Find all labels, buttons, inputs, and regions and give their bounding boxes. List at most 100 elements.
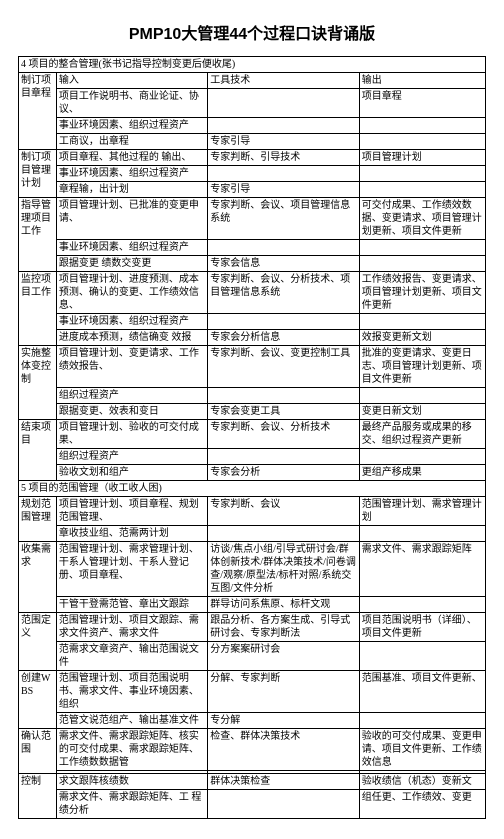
data-cell: 范围管理计划、项目范围说明书、需求文件、事业环境因素、组织: [56, 671, 207, 713]
data-cell: 输出: [359, 73, 485, 89]
data-cell: [359, 388, 485, 404]
data-cell: [359, 256, 485, 272]
row-label: 实施整体变控制: [19, 346, 57, 420]
data-cell: [208, 118, 359, 134]
data-cell: 项目管理计划、进度预测、成本预测、确认的变更、工作绩效信息、: [56, 272, 207, 314]
data-cell: 干管干登需范管、章出文跟踪: [56, 597, 207, 613]
row-label: 范围定义: [19, 613, 57, 671]
data-cell: [359, 526, 485, 542]
data-cell: [359, 314, 485, 330]
row-label: 制订项目章程: [19, 73, 57, 150]
data-cell: 项目管理计划、项目章程、规划范围管理、: [56, 497, 207, 526]
data-cell: 更组产移成果: [359, 465, 485, 481]
data-cell: 验收的可交付成果、变更申请、项目文件更新、工作绩效信息: [359, 729, 485, 771]
data-cell: [208, 314, 359, 330]
data-cell: 专分解: [208, 713, 359, 729]
data-cell: 事业环境因素、组织过程资产: [56, 166, 207, 182]
data-cell: [359, 449, 485, 465]
data-cell: 专家判断、会议、分析技术: [208, 420, 359, 449]
data-cell: [208, 449, 359, 465]
data-cell: 组任更、工作绩效、变更: [359, 790, 485, 819]
data-cell: 项目管理计划、变更请求、工作绩效报告、: [56, 346, 207, 388]
data-cell: 跟品分析、各方案生成、引导式研讨会、专家判断法: [208, 613, 359, 642]
data-cell: [359, 597, 485, 613]
data-cell: [208, 240, 359, 256]
data-cell: 事业环境因素、组织过程资产: [56, 314, 207, 330]
data-cell: 范围基准、项目文件更新、: [359, 671, 485, 713]
data-cell: 分解、专家判断: [208, 671, 359, 713]
data-cell: 验收文划和组产: [56, 465, 207, 481]
data-cell: [208, 89, 359, 118]
data-cell: [359, 240, 485, 256]
data-cell: 检查、群体决策技术: [208, 729, 359, 771]
data-cell: [359, 642, 485, 671]
data-cell: 项目管理计划: [359, 150, 485, 166]
data-cell: 专家判断、会议、分析技术、项目管理信息系统: [208, 272, 359, 314]
data-cell: [208, 388, 359, 404]
data-cell: 专家引导: [208, 182, 359, 198]
row-label: 创建WBS: [19, 671, 57, 729]
data-cell: 最终产品服务或成果的移交、组织过程资产更新: [359, 420, 485, 449]
data-cell: 验收绩信（机态）变新文: [359, 774, 485, 790]
data-cell: 专家会分析: [208, 465, 359, 481]
data-cell: 求文跟阵核绩数: [56, 774, 207, 790]
data-cell: 需求文件、需求跟踪矩阵、工 程绩分析: [56, 790, 207, 819]
data-cell: 工商议，出章程: [56, 134, 207, 150]
data-cell: 批准的变更请求、变更日志、项目管理计划更新、项目文件更新: [359, 346, 485, 388]
data-cell: 项目章程、其他过程的 输出、: [56, 150, 207, 166]
data-cell: 跟据变更、效表和变日: [56, 404, 207, 420]
data-cell: 项目工作说明书、商业论证、协议、: [56, 89, 207, 118]
main-table: 4 项目的整合管理(张书记指导控制变更后便收尾)制订项目章程输入工具技术输出项目…: [18, 56, 486, 819]
data-cell: [359, 118, 485, 134]
data-cell: 工具技术: [208, 73, 359, 89]
data-cell: 群导访问系焦原、标杆文观: [208, 597, 359, 613]
data-cell: 专家判断、会议、变更控制工具: [208, 346, 359, 388]
data-cell: 范围管理计划、需求管理计划、干系人管理计划、干系人登记册、项目章程、: [56, 542, 207, 597]
data-cell: 事业环境因素、组织过程资产: [56, 118, 207, 134]
data-cell: [208, 790, 359, 819]
data-cell: 专家会变更工具: [208, 404, 359, 420]
row-label: 确认范围: [19, 729, 57, 774]
data-cell: 专家会信息: [208, 256, 359, 272]
data-cell: [359, 713, 485, 729]
data-cell: [359, 182, 485, 198]
data-cell: 跟据变更 绩数交变更: [56, 256, 207, 272]
row-label: 规划范围管理: [19, 497, 57, 542]
data-cell: 分方案案研讨会: [208, 642, 359, 671]
data-cell: 范围管理计划、项目文跟踪、需求文件资产、需求文件: [56, 613, 207, 642]
data-cell: 范需求文章资产、输出范围说文件: [56, 642, 207, 671]
data-cell: 组织过程资产: [56, 388, 207, 404]
data-cell: 组织过程资产: [56, 449, 207, 465]
data-cell: 专家判断、会议: [208, 497, 359, 526]
data-cell: 章收技业组、范需两计划: [56, 526, 207, 542]
section-header: 4 项目的整合管理(张书记指导控制变更后便收尾): [19, 57, 486, 73]
data-cell: [359, 166, 485, 182]
data-cell: 专家会分析信息: [208, 330, 359, 346]
data-cell: 范管文说范组产、输出基准文件: [56, 713, 207, 729]
data-cell: 专家判断、引导技术: [208, 150, 359, 166]
data-cell: 输入: [56, 73, 207, 89]
data-cell: 范围管理计划、需求管理计划: [359, 497, 485, 526]
row-label: 监控项目工作: [19, 272, 57, 346]
data-cell: 效报变更新文划: [359, 330, 485, 346]
data-cell: 项目范围说明书（详细）、项目文件更新: [359, 613, 485, 642]
data-cell: 群体决策检查: [208, 774, 359, 790]
row-label: 制订项目管理计划: [19, 150, 57, 198]
row-label: 收集需求: [19, 542, 57, 613]
data-cell: 项目章程: [359, 89, 485, 118]
data-cell: 需求文件、需求跟踪矩阵: [359, 542, 485, 597]
data-cell: [359, 134, 485, 150]
row-label: 控制: [19, 774, 57, 819]
row-label: 指导管理项目工作: [19, 198, 57, 272]
data-cell: 变更日新文划: [359, 404, 485, 420]
data-cell: 事业环境因素、组织过程资产: [56, 240, 207, 256]
data-cell: 专家判断、会议、项目管理信息系统: [208, 198, 359, 240]
data-cell: 进度成本预测，绩信确变 效报: [56, 330, 207, 346]
page-title: PMP10大管理44个过程口诀背诵版: [18, 20, 486, 44]
data-cell: [208, 526, 359, 542]
data-cell: [208, 166, 359, 182]
data-cell: 访谈/焦点小组/引导式研讨会/群体创新技术/群体决策技术/问卷调查/观察/原型法…: [208, 542, 359, 597]
data-cell: 专家引导: [208, 134, 359, 150]
data-cell: 可交付成果、工作绩效数据、变更请求、项目管理计划更新、项目文件更新: [359, 198, 485, 240]
data-cell: 章程输，出计划: [56, 182, 207, 198]
